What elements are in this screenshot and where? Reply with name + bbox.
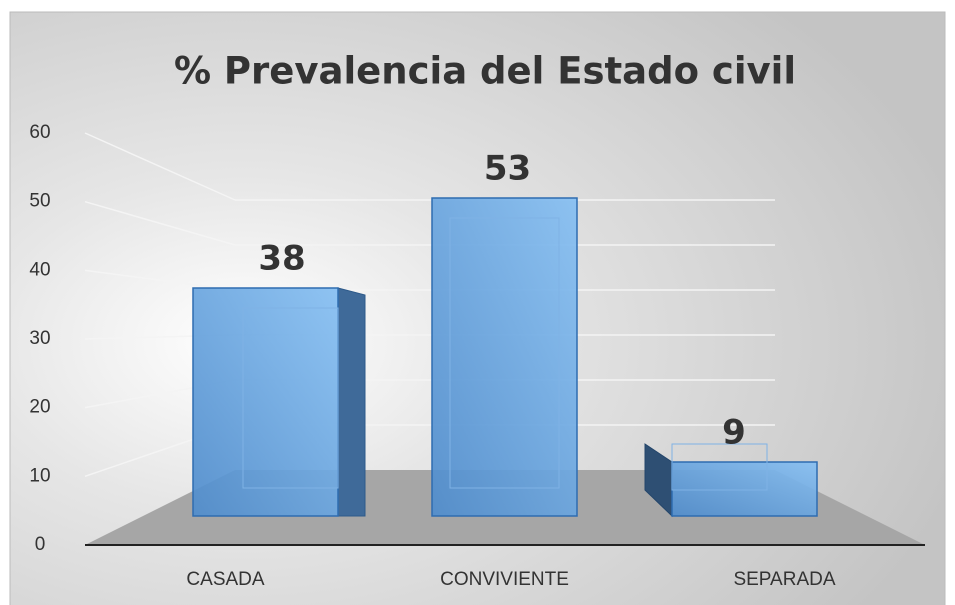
chart-title: % Prevalencia del Estado civil [174,50,796,93]
bar [671,461,818,517]
x-tick-label: SEPARADA [733,569,835,590]
y-tick-label: 60 [29,122,50,143]
y-tick-label: 30 [29,328,50,349]
bar-inner-edge [449,217,560,489]
bar [431,197,578,517]
value-label: 9 [722,413,746,453]
grid-line [84,132,236,201]
grid-line [84,269,236,291]
bar-side [337,287,366,517]
bar-inner-edge [671,443,768,491]
bar [192,287,339,517]
grid-line [84,200,236,246]
y-tick-label: 20 [29,397,50,418]
y-tick-label: 50 [29,191,50,212]
y-tick-label: 10 [29,465,50,486]
y-tick-label: 40 [29,259,50,280]
value-label: 53 [484,149,531,189]
x-tick-label: CONVIVIENTE [440,569,569,590]
y-tick-label: 0 [35,534,46,555]
value-label: 38 [258,239,305,279]
bar-inner-edge [242,307,339,489]
x-tick-label: CASADA [186,569,264,590]
